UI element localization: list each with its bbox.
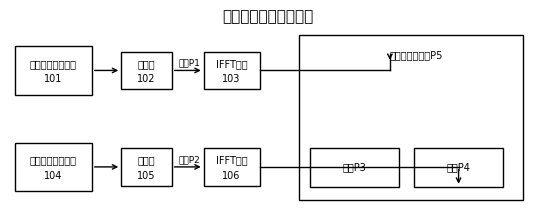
- Text: IFFT模块: IFFT模块: [216, 59, 247, 69]
- Text: 102: 102: [137, 74, 156, 84]
- Bar: [204, 52, 259, 89]
- Text: 101: 101: [44, 74, 63, 84]
- Text: 频域同步发送单元框图: 频域同步发送单元框图: [222, 9, 313, 24]
- Text: 同步训练字序列P5: 同步训练字序列P5: [390, 50, 443, 60]
- Text: 105: 105: [137, 171, 156, 181]
- Text: 伪随机序列产生器: 伪随机序列产生器: [30, 155, 77, 165]
- Text: 映射器: 映射器: [137, 59, 155, 69]
- Text: 103: 103: [223, 74, 241, 84]
- Text: 104: 104: [44, 171, 63, 181]
- Bar: [414, 148, 503, 187]
- Bar: [14, 143, 92, 191]
- Bar: [204, 148, 259, 186]
- Text: IFFT模块: IFFT模块: [216, 155, 247, 165]
- Text: 106: 106: [223, 171, 241, 181]
- Bar: [121, 148, 172, 186]
- Text: 序列P3: 序列P3: [343, 163, 366, 172]
- Bar: [300, 35, 523, 200]
- Bar: [121, 52, 172, 89]
- Bar: [310, 148, 400, 187]
- Bar: [14, 46, 92, 95]
- Text: 序列P2: 序列P2: [178, 156, 200, 165]
- Text: 序列P1: 序列P1: [178, 58, 200, 67]
- Text: 伪随机序列产生器: 伪随机序列产生器: [30, 59, 77, 69]
- Text: 映射器: 映射器: [137, 155, 155, 165]
- Text: 序列P4: 序列P4: [447, 163, 470, 172]
